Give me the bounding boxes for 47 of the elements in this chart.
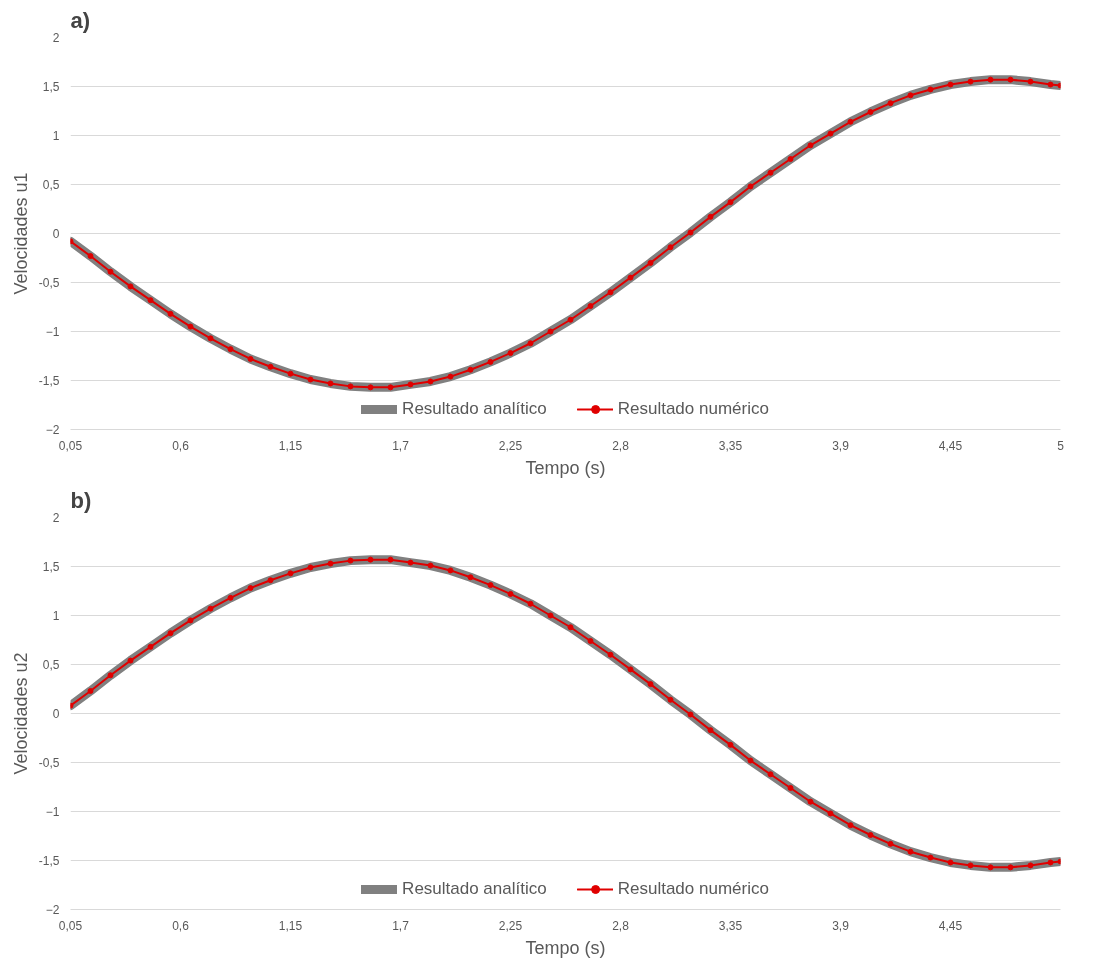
x-tick-label: 2,25 xyxy=(498,918,523,933)
y-tick-label: -0,5 xyxy=(38,756,60,770)
y-tick-label: 1 xyxy=(52,609,60,623)
y-tick-label: 2 xyxy=(52,31,60,45)
y-axis-title: Velocidades u2 xyxy=(10,652,31,775)
y-tick-label: 2 xyxy=(52,511,60,525)
chart-title: b) xyxy=(70,487,92,513)
x-tick-label: 4,45 xyxy=(938,918,963,933)
y-tick-label: 0,5 xyxy=(42,178,60,192)
chart-title: a) xyxy=(70,7,91,33)
x-axis-title: Tempo (s) xyxy=(525,937,606,958)
x-tick-label: 5 xyxy=(1057,438,1065,453)
x-tick-label: 0,6 xyxy=(172,438,190,453)
x-tick-label: 2,25 xyxy=(498,438,523,453)
x-tick-label: 2,8 xyxy=(612,438,630,453)
y-tick-label: -1,5 xyxy=(38,854,60,868)
x-tick-label: 1,7 xyxy=(392,918,410,933)
y-tick-label: −1 xyxy=(45,805,60,819)
y-tick-label: 0,5 xyxy=(42,658,60,672)
y-tick-label: −1 xyxy=(45,325,60,339)
y-tick-label: 0 xyxy=(52,227,60,241)
x-tick-label: 1,15 xyxy=(278,918,303,933)
y-tick-label: −2 xyxy=(45,423,60,437)
x-tick-label: 0,05 xyxy=(58,438,83,453)
x-tick-label: 3,35 xyxy=(718,438,743,453)
x-tick-label: 0,05 xyxy=(58,918,83,933)
legend-label: Resultado analítico xyxy=(402,399,547,419)
x-tick-label: 1,15 xyxy=(278,438,303,453)
x-tick-label: 1,7 xyxy=(392,438,410,453)
legend-label: Resultado numérico xyxy=(617,399,769,419)
x-axis-title: Tempo (s) xyxy=(525,457,606,478)
x-tick-label: 3,9 xyxy=(832,918,850,933)
x-tick-label: 3,35 xyxy=(718,918,743,933)
y-tick-label: 1,5 xyxy=(42,560,60,574)
y-tick-label: -0,5 xyxy=(38,276,60,290)
y-tick-label: 0 xyxy=(52,707,60,721)
y-tick-label: 1,5 xyxy=(42,80,60,94)
y-tick-label: −2 xyxy=(45,903,60,917)
x-tick-label: 4,45 xyxy=(938,438,963,453)
y-tick-label: 1 xyxy=(52,129,60,143)
x-tick-label: 0,6 xyxy=(172,918,190,933)
x-tick-label: 3,9 xyxy=(832,438,850,453)
legend-label: Resultado numérico xyxy=(617,879,769,899)
x-tick-label: 2,8 xyxy=(612,918,630,933)
y-tick-label: -1,5 xyxy=(38,374,60,388)
y-axis-title: Velocidades u1 xyxy=(10,172,31,295)
legend-label: Resultado analítico xyxy=(402,879,547,899)
